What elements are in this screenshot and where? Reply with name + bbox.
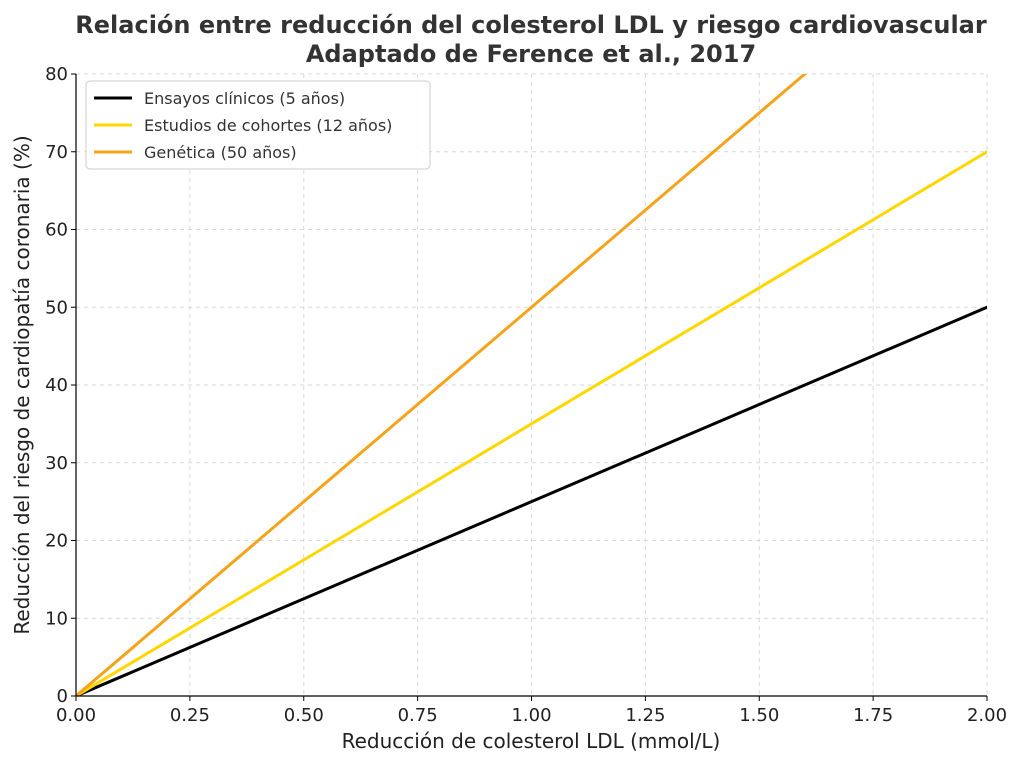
y-tick-label: 70 — [45, 142, 68, 163]
y-tick-label: 30 — [45, 453, 68, 474]
x-tick-label: 1.25 — [625, 705, 665, 726]
chart-subtitle: Adaptado de Ference et al., 2017 — [306, 40, 756, 68]
series-line-0 — [76, 305, 987, 696]
y-tick-label: 60 — [45, 220, 68, 241]
y-tick-label: 0 — [57, 686, 68, 707]
series-lines — [76, 74, 987, 696]
y-axis-label: Reducción del riesgo de cardiopatía coro… — [10, 135, 34, 634]
x-tick-label: 1.00 — [511, 705, 551, 726]
x-tick-label: 0.25 — [170, 705, 210, 726]
y-tick-label: 20 — [45, 531, 68, 552]
y-tick-label: 80 — [45, 64, 68, 85]
x-tick-label: 1.50 — [739, 705, 779, 726]
x-tick-label: 0.00 — [56, 705, 96, 726]
x-tick-label: 1.75 — [853, 705, 893, 726]
y-tick-label: 40 — [45, 375, 68, 396]
legend: Ensayos clínicos (5 años) Estudios de coh… — [85, 80, 431, 170]
x-tick-label: 0.50 — [284, 705, 324, 726]
series-line-2 — [76, 74, 808, 696]
y-tick-label: 50 — [45, 297, 68, 318]
x-tick-label: 2.00 — [967, 705, 1007, 726]
x-axis-ticks: 0.00 0.25 0.50 0.75 1.00 1.25 1.50 1.75 2.00 — [56, 696, 1007, 726]
y-axis-ticks: 0 10 20 30 40 50 60 70 80 — [45, 64, 76, 707]
legend-label-2: Genética (50 años) — [144, 143, 297, 162]
legend-box — [85, 80, 431, 170]
legend-label-1: Estudios de cohortes (12 años) — [144, 116, 392, 135]
series-line-1 — [76, 150, 987, 696]
x-tick-label: 0.75 — [398, 705, 438, 726]
x-axis-label: Reducción de colesterol LDL (mmol/L) — [342, 729, 721, 753]
y-tick-label: 10 — [45, 608, 68, 629]
chart-title: Relación entre reducción del colesterol … — [75, 11, 987, 39]
legend-label-0: Ensayos clínicos (5 años) — [144, 89, 345, 108]
